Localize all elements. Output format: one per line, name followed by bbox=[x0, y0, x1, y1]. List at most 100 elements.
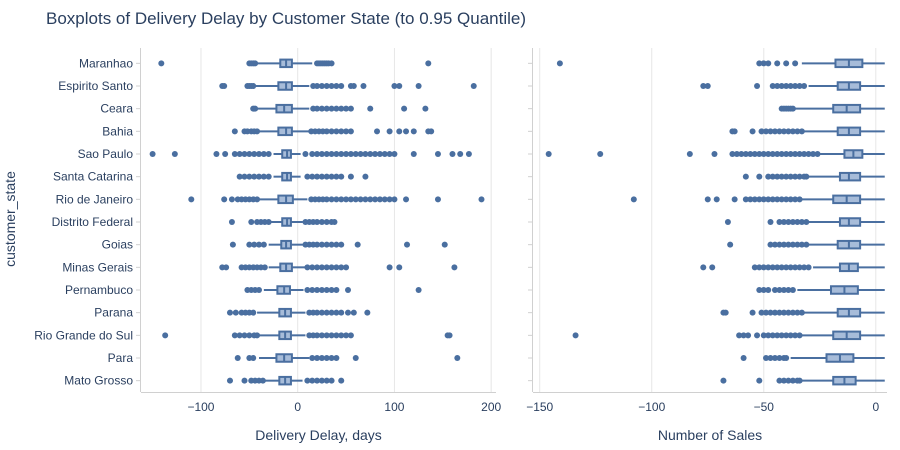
outlier-point bbox=[229, 241, 236, 248]
outlier-point bbox=[751, 264, 758, 271]
box-distrito-federal bbox=[724, 217, 885, 227]
outlier-point bbox=[357, 196, 364, 203]
outlier-point bbox=[347, 173, 354, 180]
outlier-point bbox=[780, 219, 787, 225]
box-rio-de-janeiro bbox=[630, 194, 885, 205]
outlier-point bbox=[801, 151, 808, 157]
outlier-point bbox=[318, 332, 325, 339]
outlier-point bbox=[314, 83, 321, 89]
outlier-point bbox=[222, 151, 229, 157]
outlier-point bbox=[478, 196, 485, 203]
outlier-point bbox=[783, 355, 790, 361]
outlier-point bbox=[381, 196, 388, 203]
outlier-point bbox=[767, 355, 774, 361]
outlier-point bbox=[796, 83, 803, 89]
outlier-point bbox=[226, 309, 233, 316]
box-goias bbox=[727, 239, 885, 250]
outlier-point bbox=[805, 264, 812, 271]
box-parana bbox=[226, 307, 371, 318]
outlier-point bbox=[318, 287, 325, 293]
outlier-point bbox=[451, 264, 458, 271]
outlier-point bbox=[792, 83, 799, 89]
outlier-point bbox=[760, 196, 767, 203]
outlier-point bbox=[785, 377, 792, 384]
box-maranhao bbox=[556, 58, 885, 69]
outlier-point bbox=[265, 173, 272, 180]
outlier-point bbox=[396, 264, 403, 271]
outlier-point bbox=[256, 287, 263, 293]
outlier-point bbox=[323, 151, 330, 157]
outlier-point bbox=[260, 241, 267, 248]
outlier-point bbox=[711, 151, 718, 157]
box-rio-grande-do-sul bbox=[162, 330, 453, 341]
outlier-point bbox=[352, 151, 359, 157]
outlier-point bbox=[304, 287, 311, 293]
outlier-point bbox=[265, 219, 272, 225]
outlier-point bbox=[213, 151, 220, 157]
outlier-point bbox=[410, 128, 417, 135]
box-ceara bbox=[778, 103, 885, 114]
outlier-point bbox=[254, 196, 261, 203]
outlier-point bbox=[318, 219, 325, 225]
outlier-point bbox=[415, 287, 422, 293]
chart-title: Boxplots of Delivery Delay by Customer S… bbox=[46, 9, 526, 28]
outlier-point bbox=[328, 332, 335, 339]
x-tick-label: −150 bbox=[526, 400, 553, 414]
outlier-point bbox=[188, 196, 195, 203]
outlier-point bbox=[796, 151, 803, 157]
y-tick-label: Sao Paulo bbox=[78, 147, 134, 161]
outlier-point bbox=[798, 128, 805, 135]
outlier-point bbox=[338, 196, 345, 203]
outlier-point bbox=[769, 83, 776, 89]
x-tick-label: 0 bbox=[294, 400, 301, 414]
panel-1: −100 0 100 200 Delivery Delay, days Maranhao E… bbox=[34, 48, 501, 443]
outlier-point bbox=[391, 151, 398, 157]
outlier-point bbox=[323, 241, 330, 248]
outlier-point bbox=[731, 128, 738, 135]
outlier-point bbox=[454, 355, 461, 361]
outlier-point bbox=[338, 264, 345, 271]
outlier-point bbox=[783, 151, 790, 157]
outlier-point bbox=[767, 128, 774, 135]
outlier-point bbox=[333, 287, 340, 293]
outlier-point bbox=[798, 309, 805, 316]
outlier-point bbox=[765, 196, 772, 203]
outlier-point bbox=[158, 60, 165, 67]
iqr-box bbox=[838, 171, 862, 182]
outlier-point bbox=[787, 83, 794, 89]
outlier-point bbox=[803, 241, 810, 248]
outlier-point bbox=[765, 287, 772, 293]
outlier-point bbox=[756, 151, 763, 157]
outlier-point bbox=[803, 173, 810, 180]
outlier-point bbox=[246, 151, 253, 157]
y-tick-label: Maranhao bbox=[79, 56, 133, 70]
outlier-point bbox=[763, 128, 770, 135]
outlier-point bbox=[333, 309, 340, 316]
outlier-point bbox=[751, 151, 758, 157]
box-sao-paulo bbox=[149, 149, 472, 159]
outlier-point bbox=[597, 151, 604, 157]
outlier-point bbox=[778, 196, 785, 203]
outlier-point bbox=[314, 151, 321, 157]
outlier-point bbox=[234, 355, 241, 361]
outlier-point bbox=[785, 219, 792, 225]
outlier-point bbox=[386, 151, 393, 157]
outlier-point bbox=[771, 287, 778, 293]
outlier-point bbox=[742, 151, 749, 157]
outlier-point bbox=[783, 173, 790, 180]
outlier-point bbox=[428, 128, 435, 135]
box-pernambuco bbox=[244, 285, 422, 295]
outlier-point bbox=[776, 128, 783, 135]
outlier-point bbox=[333, 173, 340, 180]
outlier-point bbox=[778, 264, 785, 271]
outlier-point bbox=[792, 264, 799, 271]
outlier-point bbox=[789, 128, 796, 135]
outlier-point bbox=[765, 173, 772, 180]
box-bahia bbox=[231, 126, 435, 137]
outlier-point bbox=[446, 332, 453, 339]
outlier-point bbox=[318, 355, 325, 361]
outlier-point bbox=[333, 264, 340, 271]
outlier-point bbox=[425, 60, 432, 67]
outlier-point bbox=[763, 355, 770, 361]
outlier-point bbox=[309, 173, 316, 180]
